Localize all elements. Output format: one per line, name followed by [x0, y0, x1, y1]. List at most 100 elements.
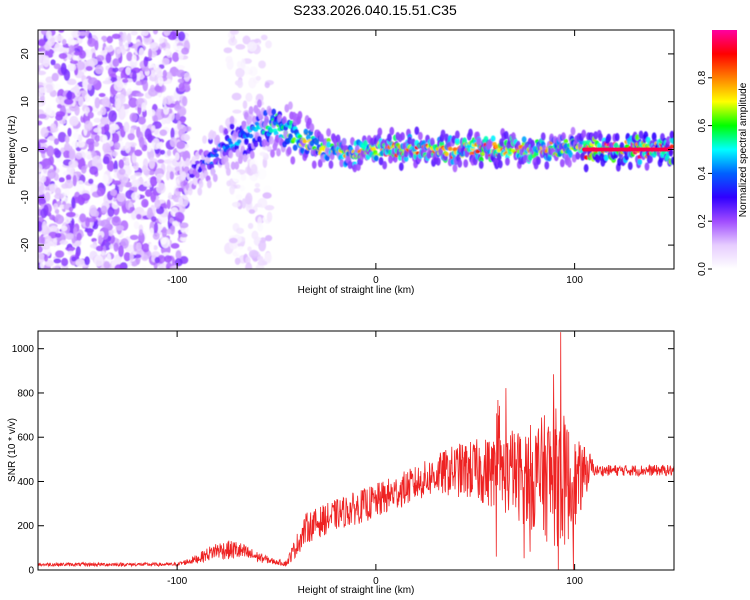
- spectrogram-noise-blob: [125, 66, 131, 76]
- spectrogram-noise-blob: [176, 65, 186, 70]
- y-tick-label: 600: [17, 433, 34, 444]
- spectrogram-noise-blob: [86, 217, 97, 223]
- spectrogram-noise-blob: [87, 83, 92, 91]
- spectrogram-noise-blob: [67, 127, 72, 137]
- spectrogram-ridge-blob: [198, 179, 204, 189]
- figure-title: S233.2026.040.15.51.C35: [293, 2, 457, 18]
- x-tick-label: -100: [167, 275, 187, 286]
- spectrogram-noise-blob: [248, 249, 259, 259]
- spectrogram-noise-blob: [164, 118, 172, 124]
- spectrogram-noise-blob: [72, 174, 77, 187]
- spectrogram-ridge-blob: [270, 149, 275, 158]
- spectrogram-noise-blob: [78, 50, 87, 59]
- y-tick-label: -20: [20, 237, 31, 252]
- spectrogram-noise-blob: [248, 66, 258, 77]
- spectrogram-noise-blob: [110, 125, 120, 131]
- colorbar-tick-label: 0.4: [697, 166, 708, 180]
- spectrogram-noise-blob: [81, 165, 87, 174]
- spectrogram-noise-blob: [152, 232, 160, 240]
- spectrogram-noise-blob: [240, 184, 245, 192]
- spectrogram-noise-blob: [72, 196, 83, 204]
- spectrogram-ridge-blob: [314, 138, 320, 146]
- x-tick-label: -100: [167, 576, 187, 587]
- spectrogram-noise-blob: [75, 152, 83, 160]
- spectrogram-noise-blob: [157, 76, 164, 87]
- spectrogram-noise-blob: [70, 30, 81, 38]
- spectrogram-ridge-blob: [276, 148, 281, 157]
- spectrogram-noise-blob: [151, 69, 156, 78]
- spectrogram-ridge-blob: [243, 138, 249, 145]
- spectrogram-noise-blob: [112, 180, 122, 186]
- spectrogram-noise-blob: [38, 236, 46, 244]
- spectrogram-noise-blob: [108, 228, 114, 237]
- spectrogram-noise-blob: [149, 42, 159, 52]
- spectrogram-ridge-blob: [377, 127, 383, 137]
- spectrogram-noise-blob: [181, 96, 188, 107]
- spectrogram-ridge-blob: [257, 135, 262, 143]
- spectrogram-noise-blob: [54, 193, 64, 200]
- spectrogram-ridge-blob: [503, 131, 509, 140]
- spectrogram-noise-blob: [169, 137, 178, 148]
- spectrogram-ridge-blob: [435, 157, 441, 166]
- spectrogram-noise-blob: [242, 100, 248, 109]
- spectrogram-noise-blob: [161, 57, 170, 66]
- spectrogram-noise-blob: [182, 126, 192, 132]
- spectrogram-ridge-blob: [197, 187, 203, 196]
- spectrogram-noise-blob: [94, 97, 101, 109]
- spectrogram-noise-blob: [63, 69, 71, 81]
- spectrogram-ridge-blob: [490, 135, 496, 142]
- spectrogram-noise-blob: [147, 109, 156, 117]
- x-tick-label: 100: [566, 275, 583, 286]
- spectrogram-noise-blob: [38, 221, 43, 232]
- spectrogram-ridge-blob: [341, 137, 347, 147]
- spectrogram-noise-blob: [87, 111, 94, 119]
- spectrogram-noise-blob: [149, 74, 158, 82]
- spectrogram-noise-blob: [64, 179, 74, 189]
- spectrogram-noise-blob: [245, 192, 253, 205]
- spectrogram-ridge-blob: [530, 139, 535, 149]
- spectrogram-noise-blob: [93, 210, 99, 217]
- spectrogram-noise-blob: [94, 64, 104, 75]
- spectrogram-noise-blob: [131, 192, 141, 201]
- spectrogram-ridge-blob: [540, 132, 546, 141]
- spectrogram-noise-blob: [43, 254, 49, 262]
- spectrogram-ridge-blob: [637, 158, 643, 166]
- spectrogram-noise-blob: [68, 45, 75, 53]
- spectrogram-noise-blob: [164, 255, 172, 263]
- spectrogram-ridge-blob: [189, 167, 194, 175]
- spectrogram-ridge-blob: [613, 142, 619, 149]
- spectrogram-noise-blob: [100, 106, 107, 116]
- spectrogram-ridge-blob: [400, 132, 405, 141]
- spectrogram-noise-blob: [102, 173, 109, 186]
- spectrogram-ridge-blob: [194, 160, 200, 165]
- spectrogram-noise-blob: [69, 115, 79, 127]
- spectrogram-noise-blob: [114, 98, 122, 110]
- spectrogram-noise-blob: [58, 30, 65, 33]
- spectrogram-ridge-blob: [273, 131, 279, 136]
- spectrogram-noise-blob: [134, 149, 143, 157]
- spectrogram-noise-blob: [235, 227, 245, 234]
- spectrogram-noise-blob: [180, 133, 191, 142]
- spectrogram-noise-blob: [111, 151, 118, 157]
- spectrogram-x-label: Height of straight line (km): [298, 285, 415, 296]
- spectrogram-ridge-blob: [248, 106, 254, 115]
- spectrogram-noise-blob: [72, 54, 78, 61]
- spectrogram-ridge-blob: [267, 108, 273, 117]
- spectrogram-noise-blob: [141, 102, 147, 112]
- spectrogram-noise-blob: [141, 264, 147, 269]
- spectrogram-noise-blob: [76, 140, 86, 148]
- spectrogram-noise-blob: [112, 58, 120, 67]
- spectrogram-noise-blob: [169, 265, 177, 269]
- y-tick-label: 200: [17, 521, 34, 532]
- y-tick-label: 20: [20, 48, 31, 60]
- spectrogram-noise-blob: [129, 252, 134, 262]
- spectrogram-noise-blob: [94, 134, 101, 142]
- spectrogram-noise-blob: [177, 120, 182, 131]
- spectrogram-noise-blob: [86, 227, 93, 237]
- spectrogram-ridge-blob: [635, 134, 640, 141]
- spectrogram-noise-blob: [126, 32, 132, 45]
- spectrogram-noise-blob: [166, 199, 171, 210]
- spectrogram-ridge-blob: [440, 129, 446, 138]
- spectrogram-noise-blob: [265, 234, 273, 242]
- spectrogram-noise-blob: [66, 90, 73, 100]
